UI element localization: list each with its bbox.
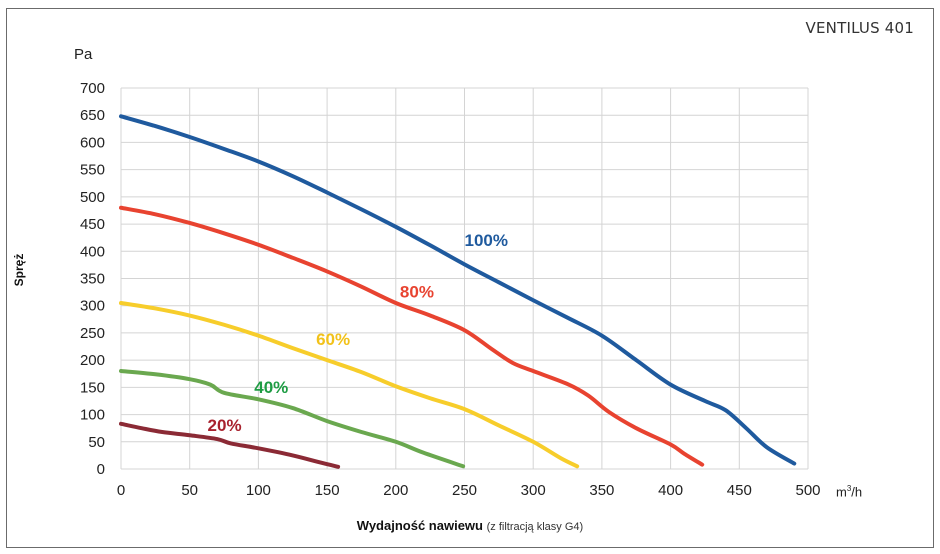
y-tick-label: 0 — [97, 461, 105, 478]
x-tick-label: 250 — [452, 482, 477, 499]
x-tick-label: 350 — [589, 482, 614, 499]
x-axis-unit-sup: 3 — [846, 484, 852, 493]
x-tick-label: 0 — [117, 482, 125, 499]
y-tick-label: 650 — [80, 107, 105, 124]
x-tick-label: 50 — [181, 482, 198, 499]
y-tick-label: 150 — [80, 379, 105, 396]
series-label-4: 40% — [254, 378, 288, 397]
y-tick-label: 50 — [88, 434, 105, 451]
x-tick-label: 450 — [727, 482, 752, 499]
series-line-5 — [119, 421, 341, 469]
series-line-1 — [119, 114, 797, 466]
y-tick-label: 250 — [80, 325, 105, 342]
y-tick-label: 450 — [80, 216, 105, 233]
x-axis-label-note: (z filtracją klasy G4) — [486, 521, 584, 533]
series-line-2 — [119, 205, 705, 467]
y-tick-label: 350 — [80, 271, 105, 288]
series-label-3: 60% — [316, 330, 350, 349]
y-tick-label: 100 — [80, 407, 105, 424]
y-tick-label: 700 — [80, 80, 105, 97]
x-tick-label: 500 — [795, 482, 820, 499]
y-tick-label: 600 — [80, 134, 105, 151]
x-tick-label: 400 — [658, 482, 683, 499]
x-axis-unit-tail: /h — [851, 484, 863, 500]
y-tick-label: 500 — [80, 189, 105, 206]
x-axis-label: Wydajność nawiewu (z filtracją klasy G4) — [0, 518, 940, 533]
series-label-5: 20% — [208, 416, 242, 435]
chart-title: VENTILUS 401 — [805, 19, 914, 37]
series-label-1: 100% — [465, 231, 508, 250]
chart-frame — [6, 8, 934, 548]
x-tick-label: 100 — [246, 482, 271, 499]
x-axis-unit-base: m — [836, 484, 847, 500]
x-tick-label: 300 — [521, 482, 546, 499]
x-tick-label: 200 — [383, 482, 408, 499]
x-tick-label: 150 — [315, 482, 340, 499]
y-tick-label: 400 — [80, 243, 105, 260]
y-tick-label: 300 — [80, 298, 105, 315]
x-axis-unit: m3/h — [836, 484, 862, 499]
series-line-4 — [119, 369, 466, 469]
x-axis-label-main: Wydajność nawiewu — [356, 518, 483, 533]
y-tick-label: 200 — [80, 352, 105, 369]
y-tick-label: 550 — [80, 162, 105, 179]
series-line-3 — [119, 300, 580, 469]
series-label-2: 80% — [400, 283, 434, 302]
y-axis-unit: Pa — [74, 46, 93, 63]
